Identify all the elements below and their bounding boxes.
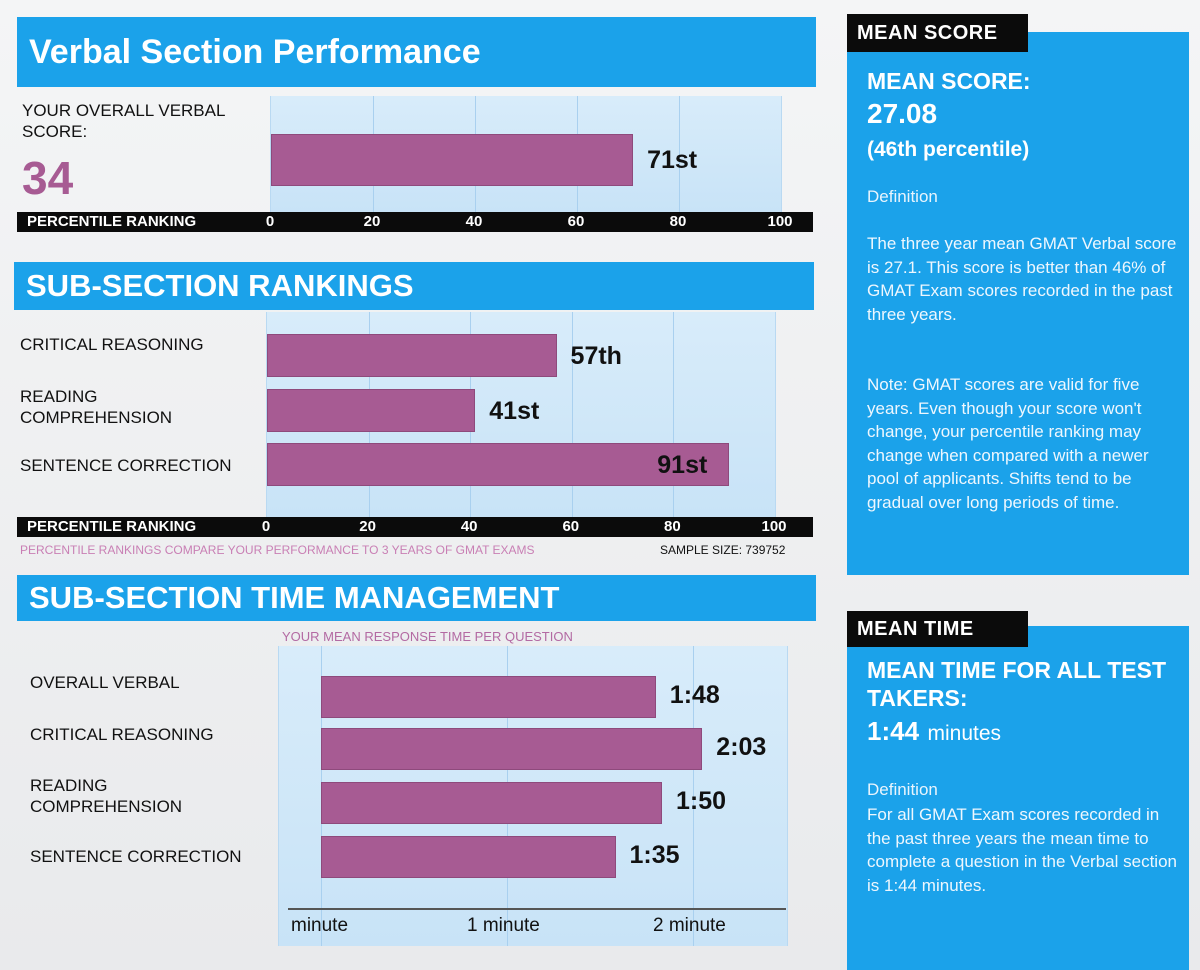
time-axis-line [288, 908, 786, 910]
mean-score-definition-label: Definition [867, 187, 938, 206]
subsection-title: SUB-SECTION RANKINGS [26, 268, 414, 303]
axis-tick: 20 [363, 213, 381, 230]
verbal-title: Verbal Section Performance [29, 32, 481, 71]
time-axis-1-minute: 1 minute [467, 915, 540, 936]
bar-value-label: 57th [570, 341, 622, 370]
verbal-banner: Verbal Section Performance [17, 17, 816, 87]
axis-title: PERCENTILE RANKING [27, 518, 197, 535]
bar-value-label: 71st [647, 146, 698, 174]
time-overall-label: OVERALL VERBAL [30, 673, 180, 692]
mean-score-panel: MEAN SCORE: 27.08 (46th percentile) Defi… [847, 32, 1189, 575]
sc-label: SENTENCE CORRECTION [20, 456, 232, 475]
bar [321, 836, 616, 878]
cr-label: CRITICAL REASONING [20, 335, 204, 354]
mean-time-panel: MEAN TIME FOR ALL TEST TAKERS: 1:44 minu… [847, 626, 1189, 970]
time-plot: 1:48 2:03 1:50 1:35 [278, 646, 788, 946]
subsection-axis: PERCENTILE RANKING 0 20 40 60 80 100 [17, 517, 813, 537]
mean-time-value-line: 1:44 minutes [867, 716, 1001, 747]
axis-tick: 40 [460, 518, 478, 535]
axis-tick: 80 [664, 518, 681, 535]
mean-score-percentile: (46th percentile) [867, 138, 1030, 161]
mean-time-unit: minutes [927, 722, 1002, 745]
mean-score-note: Note: GMAT scores are valid for five yea… [867, 375, 1149, 512]
subsection-plot: 57th 41st 91st [266, 312, 776, 517]
mean-time-tag: MEAN TIME [847, 611, 1028, 647]
mean-score-definition: The three year mean GMAT Verbal score is… [867, 234, 1177, 324]
bar-value-label: 1:48 [669, 681, 720, 709]
mean-time-tag-text: MEAN TIME [857, 618, 974, 640]
axis-tick: 0 [261, 518, 271, 535]
mean-time-heading: MEAN TIME FOR ALL TEST TAKERS: [867, 657, 1166, 711]
mean-score-tag-text: MEAN SCORE [857, 22, 998, 44]
gridline [679, 96, 680, 212]
bar-value-label: 1:50 [676, 787, 727, 815]
verbal-axis: PERCENTILE RANKING 0 20 40 60 80 100 [17, 212, 813, 232]
time-sc-label: SENTENCE CORRECTION [30, 847, 242, 866]
time-axis-2-minute: 2 minute [653, 915, 726, 936]
gridline [571, 312, 573, 517]
time-title: SUB-SECTION TIME MANAGEMENT [29, 580, 560, 615]
overall-score-value: 34 [22, 152, 74, 204]
axis-tick: 60 [567, 213, 585, 230]
gridline [673, 312, 675, 517]
mean-score-value: 27.08 [867, 98, 938, 129]
axis-tick: 80 [669, 213, 687, 230]
bar [267, 334, 557, 377]
mean-score-tag: MEAN SCORE [847, 14, 1028, 52]
time-rc-label: READING COMPREHENSION [30, 776, 183, 816]
bar-value-label: 2:03 [716, 733, 767, 761]
axis-tick: 20 [359, 518, 376, 535]
axis-tick: 60 [562, 518, 580, 535]
time-banner: SUB-SECTION TIME MANAGEMENT [17, 575, 816, 621]
time-axis-minute: minute [291, 915, 349, 936]
mean-time-definition: For all GMAT Exam scores recorded in the… [867, 805, 1177, 895]
bar-value-label: 1:35 [629, 841, 680, 869]
bar [321, 782, 662, 824]
axis-title: PERCENTILE RANKING [27, 213, 197, 230]
bar [267, 443, 730, 486]
rc-label: READING COMPREHENSION [20, 387, 173, 427]
bar [321, 728, 703, 770]
axis-tick: 100 [767, 213, 793, 230]
mean-time-value: 1:44 [867, 716, 920, 746]
time-cr-label: CRITICAL REASONING [30, 725, 214, 744]
axis-tick: 100 [761, 518, 787, 535]
percentile-footnote: PERCENTILE RANKINGS COMPARE YOUR PERFORM… [20, 543, 535, 557]
sample-size: SAMPLE SIZE: 739752 [660, 543, 786, 557]
mean-time-definition-label: Definition [867, 780, 938, 799]
bar [321, 676, 656, 718]
bar-value-label: 41st [489, 396, 540, 425]
time-subtitle: YOUR MEAN RESPONSE TIME PER QUESTION [282, 629, 573, 644]
gridline [693, 646, 694, 946]
axis-tick: 40 [465, 213, 483, 230]
overall-score-label: YOUR OVERALL VERBAL SCORE: [22, 101, 225, 141]
bar-value-label: 91st [657, 450, 708, 479]
mean-score-heading: MEAN SCORE: [867, 68, 1031, 94]
subsection-banner: SUB-SECTION RANKINGS [14, 262, 814, 310]
bar [271, 134, 634, 186]
axis-tick: 0 [265, 213, 275, 230]
bar [267, 389, 476, 432]
verbal-plot: 71st [270, 96, 782, 212]
